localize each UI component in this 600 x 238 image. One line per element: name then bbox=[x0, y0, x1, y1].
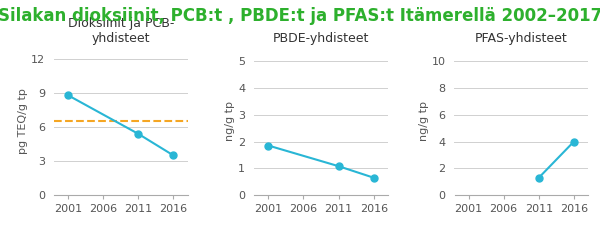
Y-axis label: ng/g tp: ng/g tp bbox=[226, 101, 235, 141]
Text: Silakan dioksiinit, PCB:t , PBDE:t ja PFAS:t Itämerellä 2002–2017: Silakan dioksiinit, PCB:t , PBDE:t ja PF… bbox=[0, 7, 600, 25]
Title: Dioksiinit ja PCB-
yhdisteet: Dioksiinit ja PCB- yhdisteet bbox=[68, 17, 174, 45]
Y-axis label: pg TEQ/g tp: pg TEQ/g tp bbox=[18, 89, 28, 154]
Title: PFAS-yhdisteet: PFAS-yhdisteet bbox=[475, 32, 568, 45]
Y-axis label: ng/g tp: ng/g tp bbox=[419, 101, 428, 141]
Title: PBDE-yhdisteet: PBDE-yhdisteet bbox=[273, 32, 369, 45]
